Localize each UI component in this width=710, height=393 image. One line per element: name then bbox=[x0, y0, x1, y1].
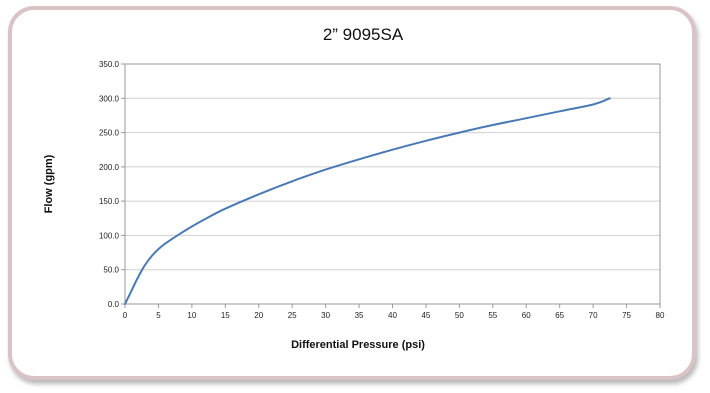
x-tick-label-15: 75 bbox=[622, 311, 631, 320]
x-tick-label-9: 45 bbox=[421, 311, 430, 320]
y-tick-label-6: 300.0 bbox=[99, 94, 120, 103]
x-tick-label-0: 0 bbox=[123, 311, 128, 320]
grid-lines bbox=[125, 97, 660, 271]
y-tick-label-4: 200.0 bbox=[99, 163, 120, 172]
x-tick-label-12: 60 bbox=[522, 311, 531, 320]
x-tick-label-16: 80 bbox=[656, 311, 665, 320]
x-tick-label-6: 30 bbox=[321, 311, 330, 320]
x-tick-label-7: 35 bbox=[355, 311, 364, 320]
flow-series-line bbox=[124, 97, 611, 305]
x-tick-label-3: 15 bbox=[221, 311, 230, 320]
y-tick-label-7: 350.0 bbox=[99, 60, 120, 69]
chart-frame bbox=[8, 6, 696, 380]
plot-area-border bbox=[124, 63, 661, 305]
x-tick-label-11: 55 bbox=[488, 311, 497, 320]
x-tick-label-1: 5 bbox=[156, 311, 161, 320]
y-axis-label: Flow (gpm) bbox=[43, 154, 55, 213]
x-tick-label-14: 70 bbox=[589, 311, 598, 320]
y-tick-label-1: 50.0 bbox=[103, 266, 119, 275]
y-tick-label-3: 150.0 bbox=[99, 197, 120, 206]
x-tick-label-13: 65 bbox=[555, 311, 564, 320]
x-tick-label-4: 20 bbox=[254, 311, 263, 320]
x-tick-label-5: 25 bbox=[288, 311, 297, 320]
x-axis-ticks: 0 5 10 15 20 25 30 35 40 45 50 55 60 65 70 75 80 bbox=[123, 304, 665, 320]
y-tick-label-2: 100.0 bbox=[99, 231, 120, 240]
x-tick-label-10: 50 bbox=[455, 311, 464, 320]
x-axis-label: Differential Pressure (psi) bbox=[291, 339, 425, 351]
chart-title: 2” 9095SA bbox=[323, 25, 404, 44]
x-tick-label-8: 40 bbox=[388, 311, 397, 320]
y-tick-label-0: 0.0 bbox=[108, 300, 120, 309]
y-axis-ticks: 0.0 50.0 100.0 150.0 200.0 250.0 300.0 350.0 bbox=[99, 60, 125, 309]
x-tick-label-2: 10 bbox=[187, 311, 196, 320]
y-tick-label-5: 250.0 bbox=[99, 129, 120, 138]
